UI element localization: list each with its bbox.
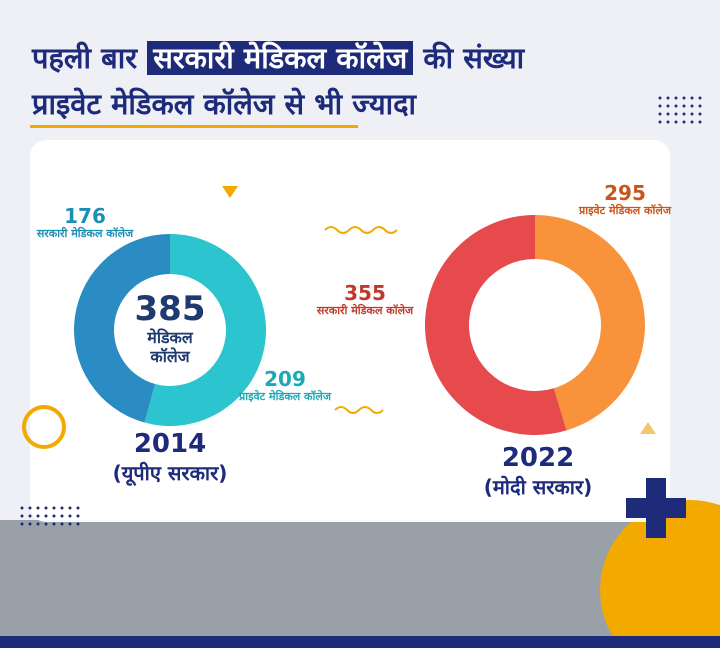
- plus: [626, 478, 686, 538]
- dot: [674, 104, 678, 108]
- dot: [674, 112, 678, 116]
- dot: [44, 506, 48, 510]
- total-label: मेडिकल: [147, 328, 193, 347]
- dot: [68, 514, 72, 518]
- dot: [690, 120, 694, 124]
- dot: [674, 96, 678, 100]
- dot: [20, 522, 24, 526]
- year: 2014: [133, 429, 207, 459]
- dot: [682, 120, 686, 124]
- category-label: सरकारी मेडिकल कॉलेज: [316, 304, 414, 317]
- total-label: कॉलेज: [150, 347, 190, 366]
- year-block: 2014 (यूपीए सरकार): [60, 428, 280, 486]
- year: 2022: [501, 443, 575, 473]
- category-label: प्राइवेट मेडिकल कॉलेज: [239, 390, 331, 403]
- dot: [28, 522, 32, 526]
- dot: [52, 522, 56, 526]
- dot: [28, 506, 32, 510]
- dot: [20, 506, 24, 510]
- dot: [76, 506, 80, 510]
- dot: [666, 120, 670, 124]
- dot: [52, 506, 56, 510]
- donut-segment: [425, 215, 567, 436]
- segment-label: 295 प्राइवेट मेडिकल कॉलेज: [565, 182, 685, 217]
- deco-circle: [600, 500, 720, 648]
- title-line-1: पहली बार सरकारी मेडिकल कॉलेज की संख्या: [32, 38, 524, 77]
- dot: [690, 96, 694, 100]
- donut-segment: [73, 234, 170, 423]
- dot: [44, 514, 48, 518]
- ring: [22, 405, 66, 449]
- dot: [666, 112, 670, 116]
- dot-grid: [20, 96, 702, 526]
- donut-segment: [144, 234, 266, 426]
- triangle: [222, 186, 238, 198]
- dot: [52, 514, 56, 518]
- dot: [36, 522, 40, 526]
- dot: [666, 96, 670, 100]
- dot: [682, 104, 686, 108]
- dot: [60, 522, 64, 526]
- segment-label: 209 प्राइवेट मेडिकल कॉलेज: [225, 368, 345, 403]
- wave: [324, 226, 398, 234]
- dot: [690, 104, 694, 108]
- category-label: सरकारी मेडिकल कॉलेज: [36, 227, 134, 240]
- donut-segment: [535, 215, 645, 431]
- dot: [658, 104, 662, 108]
- segment-label: 355 सरकारी मेडिकल कॉलेज: [305, 282, 425, 317]
- center-label: 650 मेडिकल कॉलेज: [465, 285, 605, 361]
- category-label: प्राइवेट मेडिकल कॉलेज: [579, 204, 671, 217]
- center-label: 385 मेडिकल कॉलेज: [100, 290, 240, 366]
- dot: [682, 96, 686, 100]
- dot: [76, 514, 80, 518]
- total-label: मेडिकल: [512, 323, 558, 342]
- value-label: 355: [344, 281, 386, 305]
- dot: [60, 514, 64, 518]
- dot: [76, 522, 80, 526]
- dot: [658, 120, 662, 124]
- underline: [30, 125, 358, 128]
- title-part: की संख्या: [423, 41, 525, 75]
- bottom-bar: [0, 636, 720, 648]
- title-highlight: सरकारी मेडिकल कॉलेज: [147, 41, 414, 75]
- triangle: [640, 422, 656, 434]
- title-part: पहली बार: [32, 41, 138, 75]
- dot: [682, 112, 686, 116]
- subtitle: (यूपीए सरकार): [112, 461, 228, 485]
- year-block: 2022 (मोदी सरकार): [428, 442, 648, 500]
- dot: [674, 120, 678, 124]
- photo: [0, 520, 720, 638]
- value-label: 176: [64, 204, 106, 228]
- value-label: 209: [264, 367, 306, 391]
- title-line-2: प्राइवेट मेडिकल कॉलेज से भी ज्यादा: [32, 87, 417, 121]
- wave: [334, 406, 384, 414]
- dot: [666, 104, 670, 108]
- dot: [698, 120, 702, 124]
- total: 650: [499, 284, 571, 324]
- dot: [20, 514, 24, 518]
- dot: [68, 506, 72, 510]
- subtitle: (मोदी सरकार): [483, 475, 593, 499]
- value-label: 295: [604, 181, 646, 205]
- dot: [698, 96, 702, 100]
- dot: [44, 522, 48, 526]
- dot: [36, 514, 40, 518]
- dot: [690, 112, 694, 116]
- dot: [698, 104, 702, 108]
- dot: [698, 112, 702, 116]
- dot: [28, 514, 32, 518]
- total-label: कॉलेज: [515, 342, 555, 361]
- dot: [658, 96, 662, 100]
- total: 385: [134, 289, 206, 329]
- dot: [60, 506, 64, 510]
- dot: [36, 506, 40, 510]
- dot: [658, 112, 662, 116]
- dot: [68, 522, 72, 526]
- segment-label: 176 सरकारी मेडिकल कॉलेज: [25, 205, 145, 240]
